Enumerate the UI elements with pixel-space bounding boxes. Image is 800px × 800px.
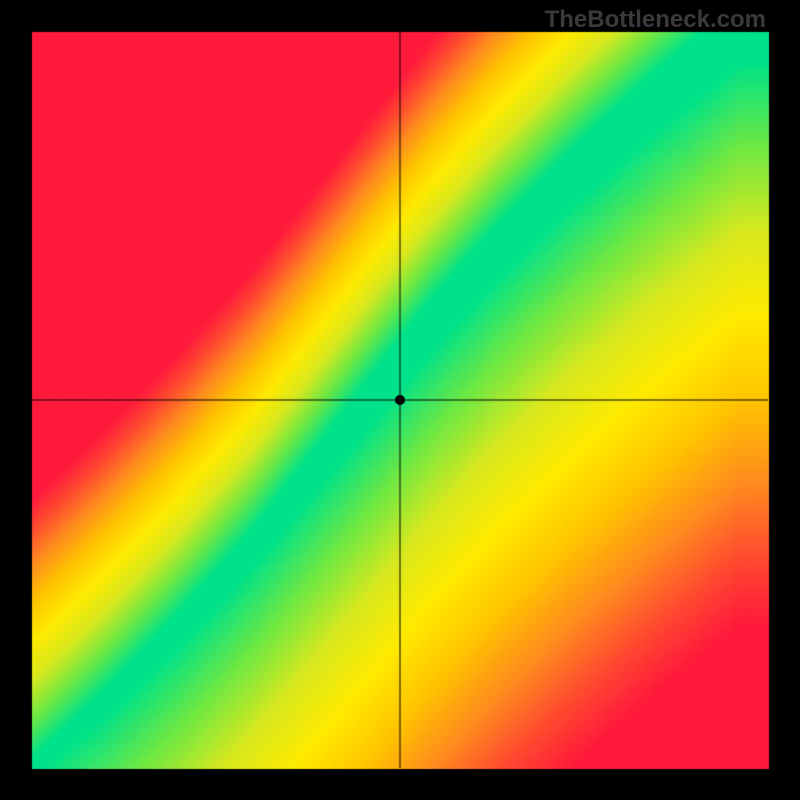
watermark-text: TheBottleneck.com	[545, 6, 766, 34]
chart-container: TheBottleneck.com	[0, 0, 800, 800]
bottleneck-heatmap	[0, 0, 800, 800]
